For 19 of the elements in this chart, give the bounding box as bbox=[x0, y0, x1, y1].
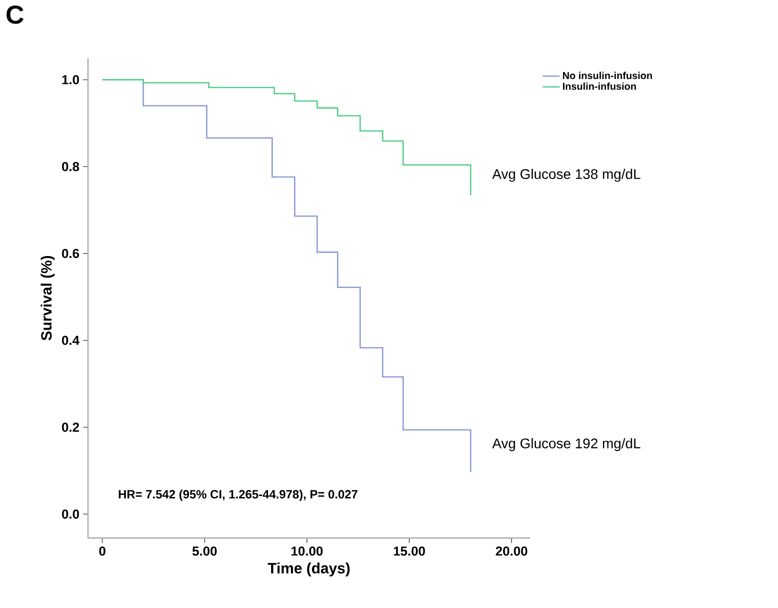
y-tick-label: 1.0 bbox=[62, 75, 79, 84]
chart-title: C bbox=[6, 6, 24, 24]
annotation: HR= 7.542 (95% CI, 1.265-44.978), P= 0.027 bbox=[118, 490, 358, 501]
x-tick-label: 20.00 bbox=[496, 546, 528, 556]
y-tick-label: 0.0 bbox=[62, 510, 79, 519]
y-axis-title: Survival (%) bbox=[40, 256, 55, 340]
x-tick-label: 0 bbox=[99, 546, 106, 556]
y-tick-label: 0.8 bbox=[62, 162, 80, 172]
annotation: Avg Glucose 138 mg/dL bbox=[492, 168, 640, 182]
x-axis-title: Time (days) bbox=[268, 562, 350, 576]
x-tick-label: 10.00 bbox=[292, 546, 323, 556]
x-tick-label: 15.00 bbox=[394, 546, 425, 556]
annotation: Avg Glucose 192 mg/dL bbox=[492, 438, 640, 452]
y-tick-label: 0.6 bbox=[62, 248, 80, 258]
legend-label: Insulin-infusion bbox=[563, 82, 636, 90]
x-tick-label: 5.00 bbox=[192, 546, 217, 556]
legend-label: No insulin-infusion bbox=[563, 72, 652, 80]
y-tick-label: 0.4 bbox=[62, 336, 80, 345]
y-tick-label: 0.2 bbox=[62, 422, 79, 432]
